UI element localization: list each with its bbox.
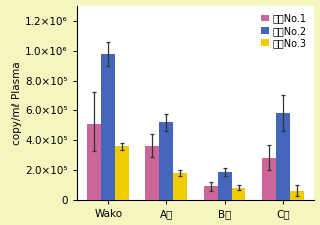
Bar <box>115 146 129 200</box>
Bar <box>204 186 218 200</box>
Bar <box>218 172 232 200</box>
Y-axis label: copy/mℓ Plasma: copy/mℓ Plasma <box>12 61 22 145</box>
Legend: 検体No.1, 検体No.2, 検体No.3: 検体No.1, 検体No.2, 検体No.3 <box>258 10 309 51</box>
Bar <box>173 173 187 200</box>
Bar <box>276 113 290 200</box>
Bar <box>290 191 304 200</box>
Bar <box>87 124 101 200</box>
Bar <box>232 188 245 200</box>
Bar <box>159 122 173 200</box>
Bar <box>146 146 159 200</box>
Bar <box>101 54 115 200</box>
Bar <box>262 158 276 200</box>
